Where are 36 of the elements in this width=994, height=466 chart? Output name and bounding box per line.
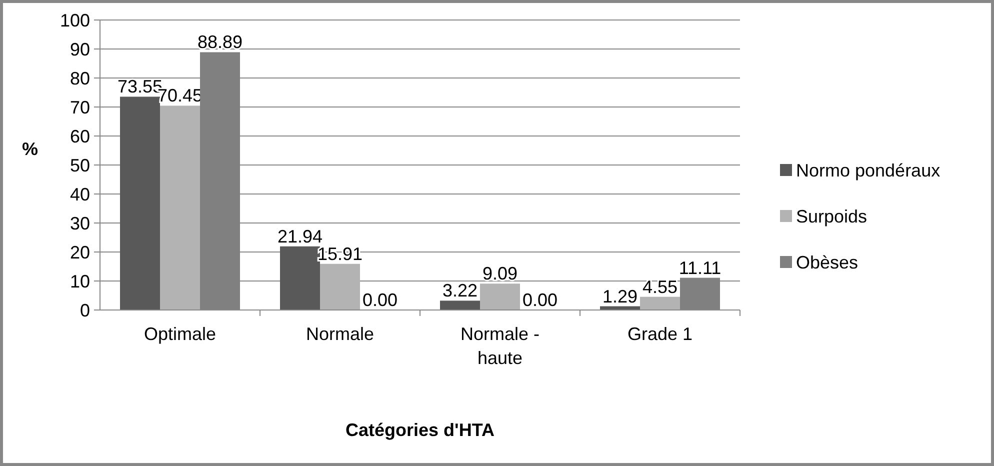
legend-label: Obèses <box>796 252 858 272</box>
y-tick-label: 40 <box>70 184 90 204</box>
x-tick-label: Grade 1 <box>627 324 693 344</box>
x-tick-label: Normale <box>306 324 374 344</box>
x-tick-label: Optimale <box>144 324 216 344</box>
legend-label: Surpoids <box>796 206 868 226</box>
data-label: 1.29 <box>602 286 638 306</box>
y-tick-label: 60 <box>70 126 90 146</box>
y-axis-title: % <box>22 139 38 159</box>
legend-label: Normo pondéraux <box>796 160 940 180</box>
data-label: 0.00 <box>522 290 558 310</box>
y-tick-label: 50 <box>70 155 90 176</box>
bar <box>480 284 520 310</box>
x-tick-label: Normale - haute <box>460 324 540 368</box>
bar <box>160 106 200 310</box>
data-label: 0.00 <box>362 290 398 310</box>
y-tick-label: 70 <box>70 97 90 118</box>
bar <box>320 264 360 310</box>
bar <box>440 300 480 310</box>
y-tick-label: 20 <box>70 242 90 262</box>
y-tick-label: 10 <box>70 271 90 292</box>
data-label: 21.94 <box>277 226 323 246</box>
y-tick-label: 80 <box>70 68 90 88</box>
data-label: 3.22 <box>442 280 478 301</box>
data-label: 88.89 <box>197 32 243 52</box>
bar <box>280 246 320 310</box>
data-label: 11.11 <box>678 258 722 278</box>
y-tick-label: 30 <box>70 213 90 234</box>
y-tick-label: 100 <box>60 10 90 30</box>
x-axis-title: Catégories d'HTA <box>346 420 494 440</box>
y-tick-label: 0 <box>80 300 90 320</box>
bar <box>640 296 680 310</box>
bar <box>120 96 160 310</box>
y-tick-label: 90 <box>70 39 90 60</box>
data-label: 4.55 <box>642 276 678 297</box>
data-label: 9.09 <box>482 264 518 284</box>
